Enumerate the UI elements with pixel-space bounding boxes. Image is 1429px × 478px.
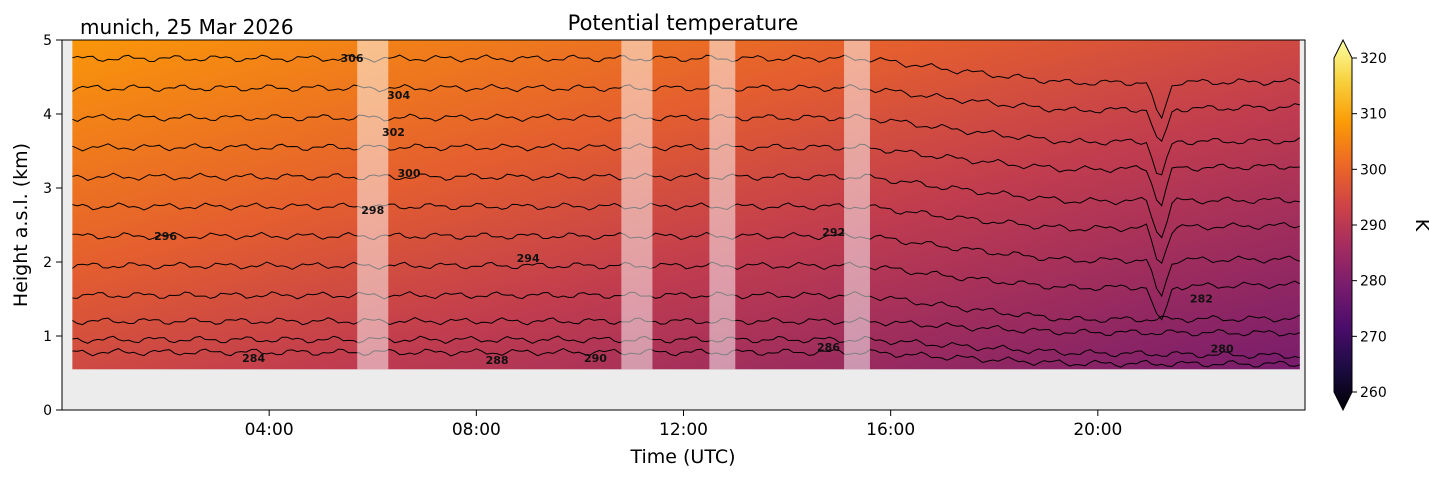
y-tick-label: 0	[43, 403, 52, 419]
contour-label: 302	[382, 126, 405, 139]
contour-label: 286	[817, 341, 840, 354]
contour-label: 296	[154, 230, 177, 243]
x-tick-label: 04:00	[245, 420, 294, 440]
contour-label: 280	[1211, 342, 1234, 355]
y-tick-label: 1	[43, 329, 52, 345]
x-axis-label: Time (UTC)	[629, 446, 735, 468]
colorbar-tick-label: 270	[1360, 329, 1387, 345]
contour-line	[72, 231, 1300, 298]
colorbar-label: K	[1411, 219, 1429, 232]
colorbar-ticks: 260 270 280 290 300 310 320	[1352, 51, 1387, 401]
y-tick-label: 5	[43, 33, 52, 49]
temperature-field-fill	[72, 40, 1300, 370]
colorbar-tick-label: 290	[1360, 218, 1387, 234]
colorbar-tick-label: 320	[1360, 51, 1387, 67]
y-tick-label: 3	[43, 181, 52, 197]
x-tick-label: 16:00	[866, 420, 915, 440]
contour-label: 288	[486, 354, 509, 367]
contour-line	[72, 54, 1301, 120]
colorbar: 260 270 280 290 300 310 320 K	[1333, 38, 1429, 412]
contour-line	[72, 202, 1300, 265]
contour-line	[72, 261, 1301, 321]
missing-data-band	[621, 40, 653, 370]
contour-line	[72, 291, 1301, 324]
x-tick-label: 08:00	[452, 420, 501, 440]
x-tick-label: 12:00	[659, 420, 708, 440]
y-tick-label: 4	[43, 107, 52, 123]
contour-line	[72, 83, 1300, 142]
plot-area: 306 304 302 300 298 296 294 292 290 288 286 284 282 2…	[61, 39, 1306, 411]
contour-line	[72, 335, 1300, 359]
contour-label: 292	[822, 226, 845, 239]
contour-lines	[72, 54, 1301, 368]
y-axis-label: Height a.s.l. (km)	[10, 143, 32, 307]
colorbar-tick-label: 310	[1360, 107, 1387, 123]
colorbar-bar	[1333, 38, 1353, 412]
missing-data-band	[357, 40, 389, 370]
x-tick-label: 20:00	[1073, 420, 1122, 440]
contour-line	[72, 172, 1300, 239]
y-axis: 0 1 2 3 4 5	[43, 33, 62, 419]
contour-line	[72, 348, 1300, 368]
x-axis: 04:00 08:00 12:00 16:00 20:00	[245, 410, 1122, 440]
missing-data-bands	[357, 40, 870, 370]
contour-line	[72, 316, 1300, 337]
chart-subtitle: munich, 25 Mar 2026	[80, 15, 294, 39]
temperature-field	[72, 40, 1300, 370]
missing-data-band	[844, 40, 870, 370]
chart-title: Potential temperature	[568, 11, 799, 35]
colorbar-tick-label: 280	[1360, 274, 1387, 290]
contour-label: 298	[361, 204, 384, 217]
contour-label: 284	[242, 352, 265, 365]
contour-label: 290	[584, 352, 607, 365]
y-tick-label: 2	[43, 255, 52, 271]
contour-labels: 306 304 302 300 298 296 294 292 290 288 286 284 282 2…	[154, 52, 1234, 367]
contour-label: 306	[341, 52, 364, 65]
missing-data-band	[709, 40, 736, 370]
contour-label: 304	[387, 89, 410, 102]
contour-line	[72, 143, 1300, 207]
contour-label: 300	[398, 167, 421, 180]
colorbar-tick-label: 300	[1360, 162, 1387, 178]
colorbar-tick-label: 260	[1360, 385, 1387, 401]
contour-line	[72, 113, 1301, 176]
contour-label: 294	[517, 252, 540, 265]
contour-label: 282	[1190, 293, 1213, 306]
